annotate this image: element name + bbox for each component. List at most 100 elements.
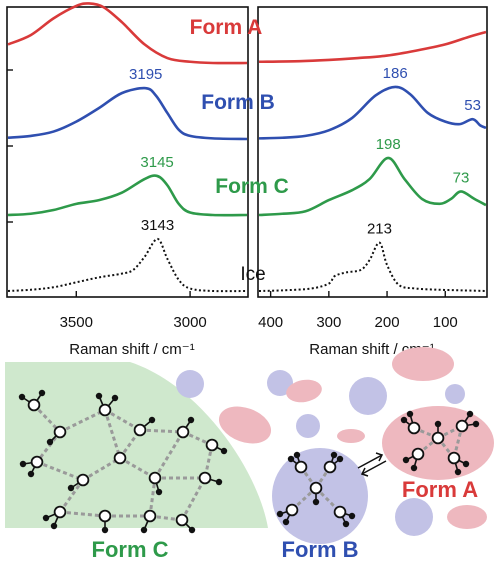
hydrogen-atom <box>466 410 474 418</box>
peak-label: 186 <box>383 65 408 82</box>
form-b-cluster-region <box>272 448 368 544</box>
label-form-c: Form C <box>92 537 169 562</box>
oxygen-atom <box>98 509 112 523</box>
hydrogen-atom <box>410 464 418 472</box>
label-form-a: Form A <box>402 477 478 502</box>
x-tick-label: 100 <box>433 314 458 331</box>
x-tick-label: 400 <box>258 314 283 331</box>
decor-circle <box>349 377 387 415</box>
hydrogen-atom <box>140 526 148 534</box>
hydrogen-atom <box>215 478 223 486</box>
hydrogen-bond <box>149 514 183 522</box>
oxygen-atom <box>133 423 147 437</box>
series-line-lattice-form-c <box>258 156 487 217</box>
oxygen-atom <box>407 421 421 435</box>
oxygen-atom <box>53 425 67 439</box>
decor-circle <box>395 498 433 536</box>
peak-label: 3195 <box>129 66 162 83</box>
x-tick-label: 3500 <box>60 314 93 331</box>
oxygen-atom <box>175 513 189 527</box>
hydrogen-atom <box>348 512 356 520</box>
decor-circle <box>447 505 487 529</box>
hydrogen-atom <box>402 456 410 464</box>
hydrogen-bond <box>153 431 185 479</box>
water-network-layer <box>18 389 480 534</box>
oxygen-atom <box>30 455 44 469</box>
hydrogen-atom <box>155 488 163 496</box>
hydrogen-atom <box>336 455 344 463</box>
oxygen-atom <box>447 451 461 465</box>
hydrogen-atom <box>101 526 109 534</box>
hydrogen-atom <box>287 455 295 463</box>
hydrogen-bond <box>139 428 184 434</box>
hydrogen-atom <box>462 460 470 468</box>
hydrogen-atom <box>95 392 103 400</box>
hydrogen-bond <box>148 477 157 517</box>
series-line-oh-stretch-ice <box>7 237 248 293</box>
hydrogen-bond <box>59 408 106 434</box>
hydrogen-atom <box>42 514 50 522</box>
oxygen-atom <box>76 473 90 487</box>
hydrogen-atom <box>330 451 338 459</box>
series-line-oh-stretch-form-c <box>7 174 248 217</box>
tick-layer: 3500 3000 400 300 200 100 <box>60 291 458 331</box>
peak-label: 198 <box>376 136 401 153</box>
series-line-oh-stretch-form-b <box>7 86 248 141</box>
decor-circle <box>176 370 204 398</box>
oxygen-atom <box>205 438 219 452</box>
hydrogen-bond <box>182 430 213 447</box>
oxygen-atom <box>323 460 337 474</box>
hydrogen-atom <box>18 393 26 401</box>
hydrogen-atom <box>27 470 35 478</box>
left-panel-frame <box>6 6 249 298</box>
hydrogen-atom <box>276 510 284 518</box>
oxygen-atom <box>309 481 323 495</box>
oxygen-atom <box>455 419 469 433</box>
peak-label: 53 <box>464 97 481 114</box>
equilibrium-arrows-icon <box>357 452 387 477</box>
peak-label: 213 <box>367 221 392 238</box>
decor-circle <box>296 414 320 438</box>
hydrogen-bond <box>180 477 207 521</box>
peak-label: 3143 <box>141 217 174 234</box>
hydrogen-atom <box>188 526 196 534</box>
decor-circle <box>337 429 365 443</box>
hydrate-schematic: Form C Form B Form A <box>5 347 494 562</box>
oxygen-atom <box>294 460 308 474</box>
series-label-form-b: Form B <box>201 91 275 114</box>
form-c-region <box>5 362 268 528</box>
x-tick-label: 3000 <box>173 314 206 331</box>
hydrogen-bond <box>35 431 62 463</box>
oxygen-atom <box>27 398 41 412</box>
oxygen-atom <box>333 505 347 519</box>
annotation-layer: 34443195314531431865319873213 <box>129 65 481 238</box>
decor-circle <box>286 379 322 403</box>
series-line-oh-stretch-form-a <box>7 2 248 65</box>
oxygen-atom <box>53 505 67 519</box>
hydrogen-atom <box>342 520 350 528</box>
hydrogen-atom <box>220 447 228 455</box>
peak-label: 3145 <box>140 154 173 171</box>
hydrogen-atom <box>67 484 75 492</box>
hydrogen-atom <box>293 451 301 459</box>
x-axis-label-left: Raman shift / cm⁻¹ <box>69 341 194 358</box>
oxygen-atom <box>431 431 445 445</box>
series-label-ice: Ice <box>240 264 265 285</box>
hydrogen-bond <box>290 486 318 512</box>
series-line-lattice-form-a <box>258 30 487 64</box>
hydrogen-atom <box>50 522 58 530</box>
oxygen-atom <box>411 447 425 461</box>
hydrogen-bond <box>36 460 84 482</box>
hydrogen-bond <box>59 510 106 518</box>
hydrogen-atom <box>111 394 119 402</box>
decor-circle <box>218 406 272 444</box>
decor-circle <box>267 370 293 396</box>
oxygen-atom <box>285 503 299 517</box>
oxygen-atom <box>98 403 112 417</box>
series-label-form-a: Form A <box>190 16 263 39</box>
hydrogen-atom <box>187 416 195 424</box>
series-label-form-c: Form C <box>215 175 289 198</box>
right-panel-frame <box>257 6 488 298</box>
